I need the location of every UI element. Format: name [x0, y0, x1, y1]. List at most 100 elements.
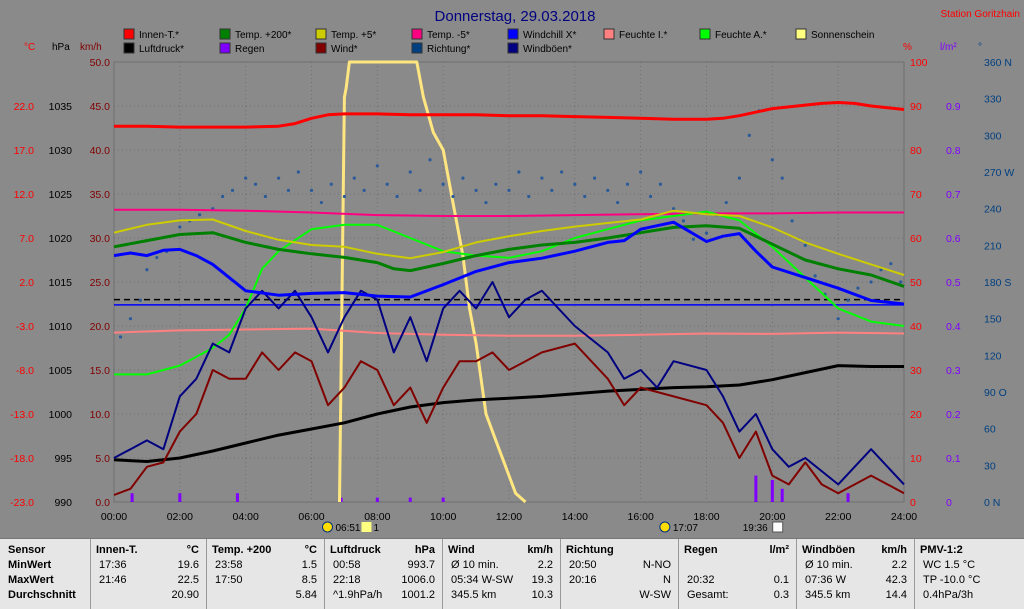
data-point	[560, 170, 564, 174]
legend-label: Richtung*	[427, 44, 470, 55]
legend-item: Feuchte A.*	[699, 28, 767, 41]
stats-block-title: Windböen	[802, 544, 856, 556]
stats-cell-value: 22.5	[177, 574, 199, 586]
legend-label: Windchill X*	[523, 30, 576, 41]
temp-tick-label: -3.0	[16, 321, 34, 333]
temp-tick-label: -13.0	[10, 409, 34, 421]
legend-item: Richtung*	[411, 42, 470, 55]
series-feuchte-a	[114, 210, 905, 376]
data-point	[253, 182, 258, 186]
time-tick-label: 24:00	[891, 511, 917, 523]
data-point	[309, 188, 314, 192]
dir-tick-label: 300	[984, 130, 1002, 142]
legend-swatch	[219, 28, 231, 40]
stats-cell-value: 1001.2	[401, 589, 435, 601]
rain-tick-label: 0.1	[946, 453, 961, 465]
legend-label: Temp. +200*	[235, 30, 292, 41]
data-point	[155, 255, 159, 260]
data-point	[128, 317, 133, 321]
stats-cell-value: 5.84	[295, 589, 317, 601]
humidity-tick-label: 0	[910, 497, 916, 509]
dir-tick-label: 180 S	[984, 277, 1011, 289]
legend-label: Feuchte A.*	[715, 30, 767, 41]
data-point	[352, 176, 356, 180]
sun-icon	[659, 521, 671, 533]
bar	[754, 475, 758, 502]
press-tick-label: 1020	[49, 233, 73, 245]
stats-block: Temp. +200 °C 23:58 1.5 17:50 8.5 5.84	[206, 539, 325, 609]
stats-cell-label: 05:34 W-SW	[451, 574, 514, 586]
press-tick-label: 995	[54, 453, 72, 465]
data-point	[319, 200, 323, 205]
chart-title: Donnerstag, 29.03.2018	[435, 8, 596, 25]
stats-row-label: MinWert	[8, 559, 52, 571]
stats-cell-label: TP -10.0 °C	[923, 574, 981, 586]
stats-block: Richtung 20:50 N-NO 20:16 N W-SW	[560, 539, 679, 609]
time-tick-label: 20:00	[759, 511, 785, 523]
time-tick-label: 16:00	[628, 511, 654, 523]
grid	[113, 61, 905, 503]
bar	[408, 497, 412, 502]
time-tick-label: 18:00	[693, 511, 719, 523]
humidity-tick-label: 40	[910, 321, 922, 333]
stats-cell-label: 17:50	[215, 574, 243, 586]
legend-swatch	[795, 28, 807, 40]
legend-item: Temp. +200*	[219, 28, 292, 41]
series-luftdruck	[113, 364, 904, 463]
legend-label: Regen	[235, 44, 264, 55]
data-point	[639, 170, 643, 174]
legend-item: Temp. -5*	[411, 28, 470, 41]
dir-tick-label: 60	[984, 424, 996, 436]
stats-cell-label: 17:36	[99, 559, 127, 571]
bar	[178, 493, 182, 502]
dir-tick-label: 330	[984, 94, 1002, 106]
stats-cell-label: 22:18	[333, 574, 361, 586]
data-point	[616, 200, 620, 205]
stats-cell-label: 00:58	[333, 559, 361, 571]
series-windb-en	[113, 281, 905, 486]
stats-cell-value: 1.5	[301, 559, 317, 571]
humidity-unit-label: %	[903, 42, 912, 53]
legend-swatch	[411, 28, 423, 40]
data-point	[658, 182, 663, 186]
stats-cell-value: 0.1	[773, 574, 789, 586]
stats-cell-value: 2.2	[537, 559, 553, 571]
stats-cell-value: 19.3	[531, 574, 553, 586]
time-tick-label: 10:00	[430, 511, 456, 523]
stats-cell-value: 8.5	[301, 574, 317, 586]
data-point	[836, 317, 840, 321]
data-point	[138, 298, 142, 302]
press-tick-label: 1025	[49, 189, 73, 201]
wind-tick-label: 40.0	[90, 145, 111, 157]
wind-unit-label: km/h	[80, 42, 102, 53]
rain-tick-label: 0.6	[946, 233, 961, 245]
humidity-tick-label: 70	[910, 189, 922, 201]
legend-item: Luftdruck*	[123, 42, 184, 55]
rain-tick-label: 0.9	[946, 101, 961, 113]
time-tick-label: 02:00	[167, 511, 193, 523]
legend-swatch	[123, 42, 135, 54]
wind-tick-label: 10.0	[90, 409, 111, 421]
dir-tick-label: 0 N	[984, 497, 1000, 509]
data-point	[484, 200, 488, 205]
data-point	[286, 188, 291, 192]
legend-item: Wind*	[315, 42, 358, 55]
stats-cell-value: 14.4	[885, 589, 907, 601]
series-richtung	[118, 109, 903, 339]
time-tick-label: 00:00	[101, 511, 127, 523]
statistics-panel: Sensor MinWert MaxWert Durchschnitt Innen-T.…	[0, 538, 1024, 609]
legend-label: Windböen*	[523, 44, 572, 55]
data-point	[803, 243, 807, 247]
humidity-tick-label: 20	[910, 409, 922, 421]
temp-unit-label: °C	[24, 42, 35, 53]
stats-cell-value: 993.7	[407, 559, 435, 571]
sun-time-label: 17:07	[673, 523, 698, 534]
data-point	[461, 176, 465, 180]
time-tick-label: 14:00	[562, 511, 588, 523]
temp-tick-label: -8.0	[16, 365, 34, 377]
stats-block: Regen l/m² 20:32 0.1 Gesamt: 0.3	[678, 539, 797, 609]
data-point	[197, 213, 202, 217]
data-point	[770, 158, 774, 162]
wind-tick-label: 25.0	[90, 277, 111, 289]
stats-block: Windböen km/h Ø 10 min. 2.2 07:36 W 42.3 345.5…	[796, 539, 915, 609]
